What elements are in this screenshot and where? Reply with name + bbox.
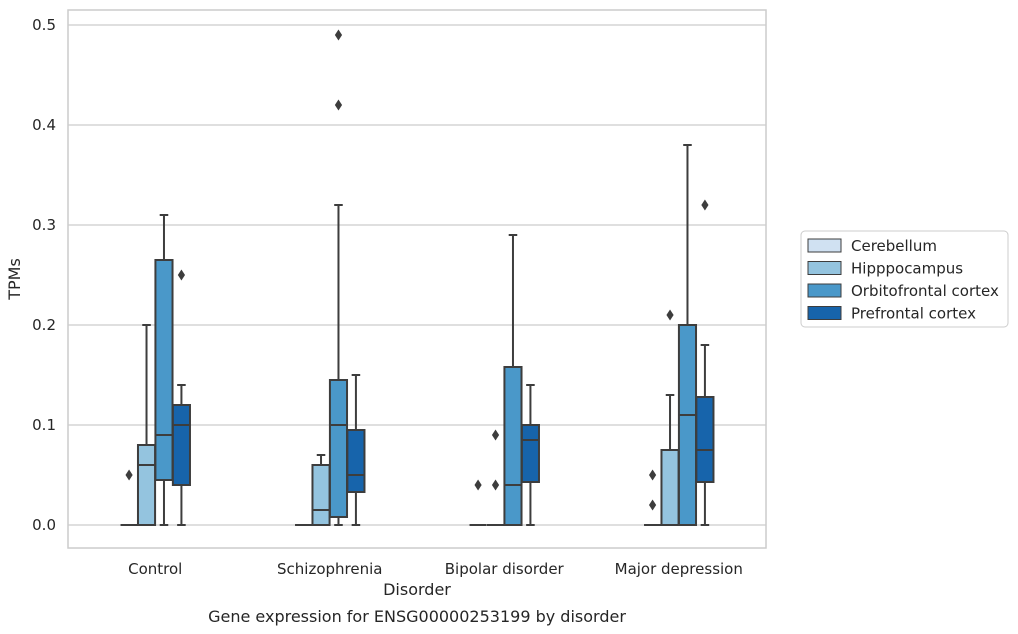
outlier-point bbox=[474, 479, 482, 491]
box-cerebellum-0 bbox=[120, 469, 138, 526]
outlier-point bbox=[491, 429, 500, 441]
outlier-point bbox=[666, 309, 674, 321]
box-orbitofrontal-cortex-0 bbox=[154, 214, 174, 526]
legend: Cerebellum Hipppocampus Orbitofrontal cort… bbox=[800, 230, 1009, 328]
x-tick-label: Schizophrenia bbox=[277, 560, 382, 578]
x-tick-label: Bipolar disorder bbox=[445, 560, 565, 578]
legend-label: Hipppocampus bbox=[851, 260, 963, 278]
outlier-point bbox=[125, 469, 133, 481]
y-axis-tick-labels: 0.0 0.1 0.2 0.3 0.4 0.5 bbox=[32, 16, 56, 534]
legend-label: Prefrontal cortex bbox=[851, 305, 976, 323]
legend-swatch bbox=[807, 283, 842, 298]
y-tick-label: 0.2 bbox=[32, 316, 56, 334]
box-iqr bbox=[154, 259, 174, 481]
box-cerebellum-3 bbox=[644, 469, 662, 526]
box-iqr bbox=[520, 424, 540, 483]
box-series-group bbox=[120, 29, 715, 526]
box-hipppocampus-0 bbox=[136, 324, 157, 526]
chart-caption: Gene expression for ENSG00000253199 by d… bbox=[208, 607, 626, 626]
outlier-point bbox=[648, 499, 657, 511]
outlier-point bbox=[701, 199, 709, 211]
legend-label: Orbitofrontal cortex bbox=[851, 282, 999, 300]
box-iqr bbox=[328, 379, 349, 518]
outlier-point bbox=[334, 29, 343, 41]
x-axis-tick-labels: Control Schizophrenia Bipolar disorder Majo… bbox=[128, 560, 743, 578]
legend-swatch bbox=[807, 306, 842, 320]
box-iqr bbox=[695, 396, 715, 483]
box-prefrontal-cortex-2 bbox=[520, 384, 540, 526]
y-tick-label: 0.5 bbox=[32, 16, 56, 34]
box-hipppocampus-3 bbox=[660, 309, 680, 526]
y-tick-label: 0.1 bbox=[32, 416, 56, 434]
outlier-point bbox=[177, 269, 186, 281]
box-iqr bbox=[171, 404, 191, 486]
y-tick-label: 0.4 bbox=[32, 116, 56, 134]
box-iqr bbox=[503, 366, 523, 526]
box-prefrontal-cortex-3 bbox=[695, 199, 715, 526]
y-tick-label: 0.3 bbox=[32, 216, 56, 234]
x-tick-label: Major depression bbox=[615, 560, 743, 578]
y-axis-title: TPMs bbox=[5, 258, 24, 301]
box-prefrontal-cortex-0 bbox=[171, 269, 191, 526]
legend-swatch bbox=[807, 261, 842, 275]
legend-frame bbox=[800, 230, 1009, 328]
box-cerebellum-2 bbox=[469, 479, 487, 526]
plot-area-frame bbox=[67, 9, 767, 549]
box-iqr bbox=[660, 449, 680, 526]
series-cerebellum bbox=[120, 469, 662, 526]
y-tick-label: 0.0 bbox=[32, 516, 56, 534]
outlier-point bbox=[491, 479, 500, 491]
box-iqr bbox=[136, 444, 157, 526]
outlier-point bbox=[334, 99, 343, 111]
box-hipppocampus-1 bbox=[311, 454, 331, 526]
legend-swatch bbox=[807, 238, 842, 253]
box-hipppocampus-2 bbox=[486, 429, 505, 526]
box-orbitofrontal-cortex-3 bbox=[677, 144, 698, 526]
outlier-point bbox=[648, 469, 657, 481]
box-iqr bbox=[311, 464, 331, 526]
box-prefrontal-cortex-1 bbox=[346, 374, 366, 526]
series-prefrontal-cortex bbox=[171, 199, 715, 526]
box-iqr bbox=[677, 324, 698, 526]
series-hipppocampus bbox=[136, 309, 680, 526]
x-axis-title: Disorder bbox=[383, 580, 451, 599]
legend-label: Cerebellum bbox=[851, 237, 937, 255]
x-tick-label: Control bbox=[128, 560, 182, 578]
box-iqr bbox=[346, 429, 366, 493]
